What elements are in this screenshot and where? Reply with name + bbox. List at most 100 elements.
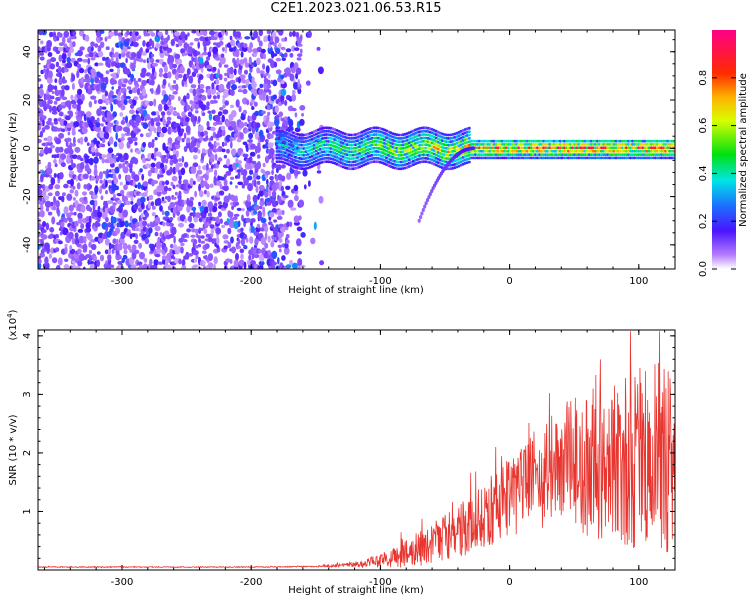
spectrogram-cell xyxy=(196,51,201,56)
spectrogram-cell xyxy=(198,125,204,133)
spectrogram-cell xyxy=(160,111,166,116)
spectrogram-cell xyxy=(154,150,157,158)
spectrogram-cell xyxy=(253,210,258,215)
spectrogram-cell xyxy=(172,196,177,200)
spectrogram-cell xyxy=(79,136,84,145)
spectrogram-cell xyxy=(181,199,185,208)
spectrogram-cell xyxy=(70,121,74,128)
spectrogram-cell xyxy=(100,41,105,48)
spectrogram-cell xyxy=(259,205,263,210)
spectrogram-cell xyxy=(292,30,296,37)
spectrogram-cell xyxy=(280,46,286,51)
spectrogram-cell xyxy=(154,231,159,237)
spectrogram-cell xyxy=(213,256,218,265)
spectrogram-cell xyxy=(313,221,317,230)
spectrogram-cell xyxy=(210,154,215,159)
spectrogram-cell xyxy=(131,244,137,251)
spectrogram-cell xyxy=(238,164,242,170)
spectrogram-cell xyxy=(284,36,288,42)
spectrogram-cell xyxy=(114,51,120,58)
spectrogram-cell xyxy=(275,146,279,150)
spectrogram-cell xyxy=(123,249,128,255)
spectrogram-cell xyxy=(237,147,244,154)
spectrogram-cell xyxy=(257,154,261,159)
spectrogram-cell xyxy=(271,169,274,175)
spectrogram-cell xyxy=(151,153,155,160)
spectrogram-cell xyxy=(48,253,53,259)
spectrogram-cell xyxy=(176,135,182,141)
spectrogram-cell xyxy=(166,116,172,121)
spectrogram-cell xyxy=(248,72,252,81)
spectrogram-cell xyxy=(295,31,300,38)
spectrogram-cell xyxy=(204,39,211,46)
spectrogram-cell xyxy=(190,114,196,123)
spectrogram-cell xyxy=(194,58,198,65)
spectrogram-cell xyxy=(112,79,118,85)
spectrogram-cell xyxy=(71,127,76,133)
spectrogram-cell xyxy=(69,245,73,251)
spectrogram-cell xyxy=(159,232,163,238)
spectrogram-cell xyxy=(217,211,222,218)
spectrogram-cell xyxy=(194,103,200,110)
spectrogram-cell xyxy=(147,46,153,50)
spectrogram-cell xyxy=(151,62,159,67)
spectrogram-cell xyxy=(230,110,237,118)
spectrogram-cell xyxy=(206,190,210,198)
spectrogram-cell xyxy=(269,195,274,203)
spectrogram-cell xyxy=(237,89,243,93)
spectrogram-cell xyxy=(180,246,184,254)
spectrogram-cell xyxy=(99,37,103,41)
x-tick-label: -300 xyxy=(111,276,134,287)
spectrogram-cell xyxy=(52,205,57,211)
spectrogram-cell xyxy=(161,196,165,202)
spectrogram-cell xyxy=(66,137,72,142)
spectrogram-cell xyxy=(63,264,70,269)
spectrogram-cell xyxy=(258,88,264,95)
spectrogram-cell xyxy=(191,64,195,70)
spectrogram-cell xyxy=(218,190,225,196)
spectrogram-cell xyxy=(44,242,50,250)
spectrogram-cell xyxy=(46,59,52,65)
spectrogram-cell xyxy=(140,201,145,210)
spectrogram-cell xyxy=(55,264,61,269)
spectrogram-cell xyxy=(242,109,247,115)
spectrogram-cell xyxy=(39,252,45,258)
spectrogram-cell xyxy=(51,105,58,113)
spectrogram-cell xyxy=(128,99,134,104)
spectrogram-cell xyxy=(69,170,75,175)
spectrogram-cell xyxy=(138,242,143,249)
spectrogram-cell xyxy=(139,196,146,203)
spectrogram-cell xyxy=(77,49,83,57)
spectrogram-cell xyxy=(177,125,182,133)
spectrogram-cell xyxy=(316,46,321,51)
spectrogram-cell xyxy=(115,132,118,141)
spectrogram-cell xyxy=(193,147,199,153)
spectrogram-cell xyxy=(50,177,56,186)
spectrogram-cell xyxy=(46,76,53,84)
spectrogram-cell xyxy=(86,142,90,146)
spectrogram-cell xyxy=(227,227,232,235)
spectrogram-cell xyxy=(39,189,43,197)
spectrogram-cell xyxy=(417,218,421,223)
spectrogram-cell xyxy=(263,77,269,84)
spectrogram-cell xyxy=(153,127,157,134)
spectrogram-cell xyxy=(50,122,54,127)
spectrogram-cell xyxy=(49,63,56,70)
spectrogram-cell xyxy=(192,250,199,256)
spectrogram-cell xyxy=(239,132,244,140)
spectrogram-cell xyxy=(199,205,206,213)
spectrogram-cell xyxy=(179,65,185,74)
spectrogram-cell xyxy=(142,40,146,47)
spectrogram-cell xyxy=(47,161,52,169)
spectrogram-cell xyxy=(131,87,138,94)
y-tick-label: 0 xyxy=(22,145,33,151)
spectrogram-cell xyxy=(188,199,194,207)
spectrogram-cell xyxy=(73,136,76,145)
spectrogram-cell xyxy=(157,84,161,92)
spectrogram-cell xyxy=(217,68,220,76)
spectrogram-cell xyxy=(159,162,165,169)
spectrogram-cell xyxy=(156,126,162,133)
spectrogram-cell xyxy=(94,76,100,84)
spectrogram-cell xyxy=(148,100,154,107)
spectrogram-cell xyxy=(280,94,285,102)
